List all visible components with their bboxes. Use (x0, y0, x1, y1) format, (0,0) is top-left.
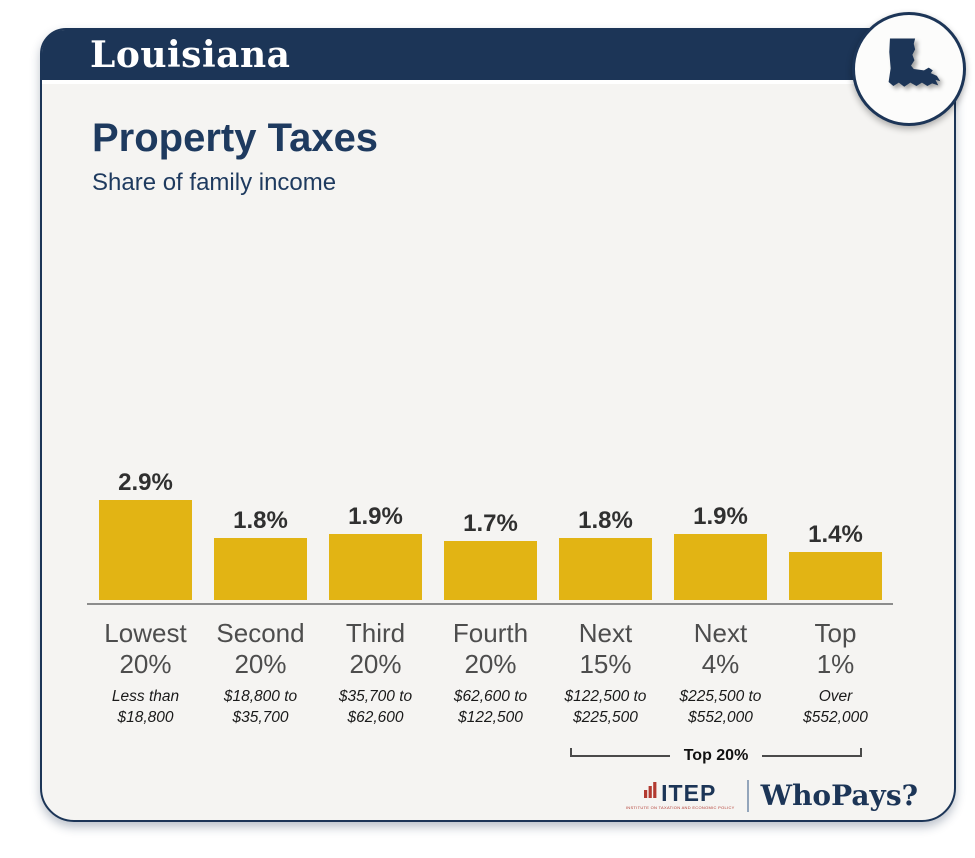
bracket-line-left (570, 748, 670, 757)
top20-bracket: Top 20% (570, 739, 863, 764)
bar-column: 1.8% (214, 507, 307, 600)
itep-tagline: INSTITUTE ON TAXATION AND ECONOMIC POLIC… (625, 805, 735, 810)
category-label: Next 4% (674, 618, 767, 680)
bar-chart: 2.9% 1.8% 1.9% 1.7% 1.8% 1.9% 1.4% (99, 469, 882, 600)
income-range-line: $225,500 (573, 709, 638, 726)
bar-column: 2.9% (99, 469, 192, 600)
income-range-line: $225,500 to (679, 688, 762, 705)
itep-logo: ITEP INSTITUTE ON TAXATION AND ECONOMIC … (625, 780, 735, 811)
itep-bars-icon (644, 781, 658, 803)
bar (99, 500, 192, 600)
income-range-line: Over (818, 688, 853, 705)
income-range-line: $35,700 (232, 709, 289, 726)
category-label-line: Next (693, 618, 748, 648)
category-label-line: Second (216, 618, 305, 648)
category-label-line: 20% (234, 649, 287, 679)
bracket-line-right (762, 748, 863, 757)
state-badge (852, 12, 966, 126)
page-subtitle: Share of family income (92, 169, 337, 196)
bar-value-label: 1.9% (348, 503, 403, 530)
category-label-line: Third (345, 618, 406, 648)
category-label: Third 20% (329, 618, 422, 680)
bracket-label: Top 20% (683, 747, 749, 765)
income-range-line: $18,800 (117, 709, 174, 726)
income-range-line: $62,600 to (453, 688, 528, 705)
income-range-line: $35,700 to (338, 688, 413, 705)
income-range-label: Less than $18,800 (99, 686, 192, 728)
logo-divider (746, 779, 749, 812)
state-report-card: Louisiana Property Taxes Share of family… (40, 28, 956, 822)
category-label-line: 4% (701, 649, 740, 679)
category-label: Lowest 20% (99, 618, 192, 680)
bar-value-label: 1.7% (463, 510, 518, 537)
income-range-line: $62,600 (347, 709, 404, 726)
bar-value-label: 2.9% (118, 469, 173, 496)
footer-logos: ITEP INSTITUTE ON TAXATION AND ECONOMIC … (626, 779, 918, 812)
income-range-line: $552,000 (803, 709, 868, 726)
bar (789, 552, 882, 600)
income-range-label: Over $552,000 (789, 686, 882, 728)
category-label-line: 20% (349, 649, 402, 679)
category-label-line: Fourth (452, 618, 529, 648)
bar-value-label: 1.9% (693, 503, 748, 530)
income-range-line: $18,800 to (223, 688, 298, 705)
bar-column: 1.8% (559, 507, 652, 600)
bar-column: 1.9% (674, 503, 767, 600)
category-label-line: 1% (816, 649, 855, 679)
bar (559, 538, 652, 600)
category-label: Next 15% (559, 618, 652, 680)
state-name: Louisiana (90, 34, 291, 76)
income-range-label: $122,500 to $225,500 (559, 686, 652, 728)
category-label-line: 20% (119, 649, 172, 679)
category-label: Fourth 20% (444, 618, 537, 680)
category-label-line: Top (814, 618, 857, 648)
income-range-labels-row: Less than $18,800 $18,800 to $35,700 $35,700… (99, 686, 882, 728)
income-range-label: $35,700 to $62,600 (329, 686, 422, 728)
bar (444, 541, 537, 600)
bar-value-label: 1.8% (233, 507, 288, 534)
bar-column: 1.7% (444, 510, 537, 600)
itep-wordmark: ITEP (661, 780, 717, 806)
category-label-line: 15% (579, 649, 632, 679)
category-label-line: Next (578, 618, 633, 648)
louisiana-state-icon (873, 33, 945, 106)
category-label: Second 20% (214, 618, 307, 680)
income-range-label: $18,800 to $35,700 (214, 686, 307, 728)
bar-column: 1.9% (329, 503, 422, 600)
page-title: Property Taxes (92, 116, 379, 160)
income-range-label: $225,500 to $552,000 (674, 686, 767, 728)
x-axis-line (87, 603, 893, 605)
bar-column: 1.4% (789, 521, 882, 600)
category-label-line: 20% (464, 649, 517, 679)
bar-value-label: 1.4% (808, 521, 863, 548)
income-range-line: $122,500 (458, 709, 523, 726)
category-label-line: Lowest (104, 618, 187, 648)
whopays-wordmark: WhoPays? (760, 779, 918, 812)
bar (674, 534, 767, 600)
income-range-line: $122,500 to (564, 688, 647, 705)
income-range-label: $62,600 to $122,500 (444, 686, 537, 728)
bar (329, 534, 422, 600)
bar-value-label: 1.8% (578, 507, 633, 534)
header-band: Louisiana (42, 30, 954, 84)
category-label: Top 1% (789, 618, 882, 680)
income-range-line: Less than (111, 688, 180, 705)
bar (214, 538, 307, 600)
category-labels-row: Lowest 20% Second 20% Third 20% Fourth 20% Next 1… (99, 618, 882, 680)
income-range-line: $552,000 (688, 709, 753, 726)
